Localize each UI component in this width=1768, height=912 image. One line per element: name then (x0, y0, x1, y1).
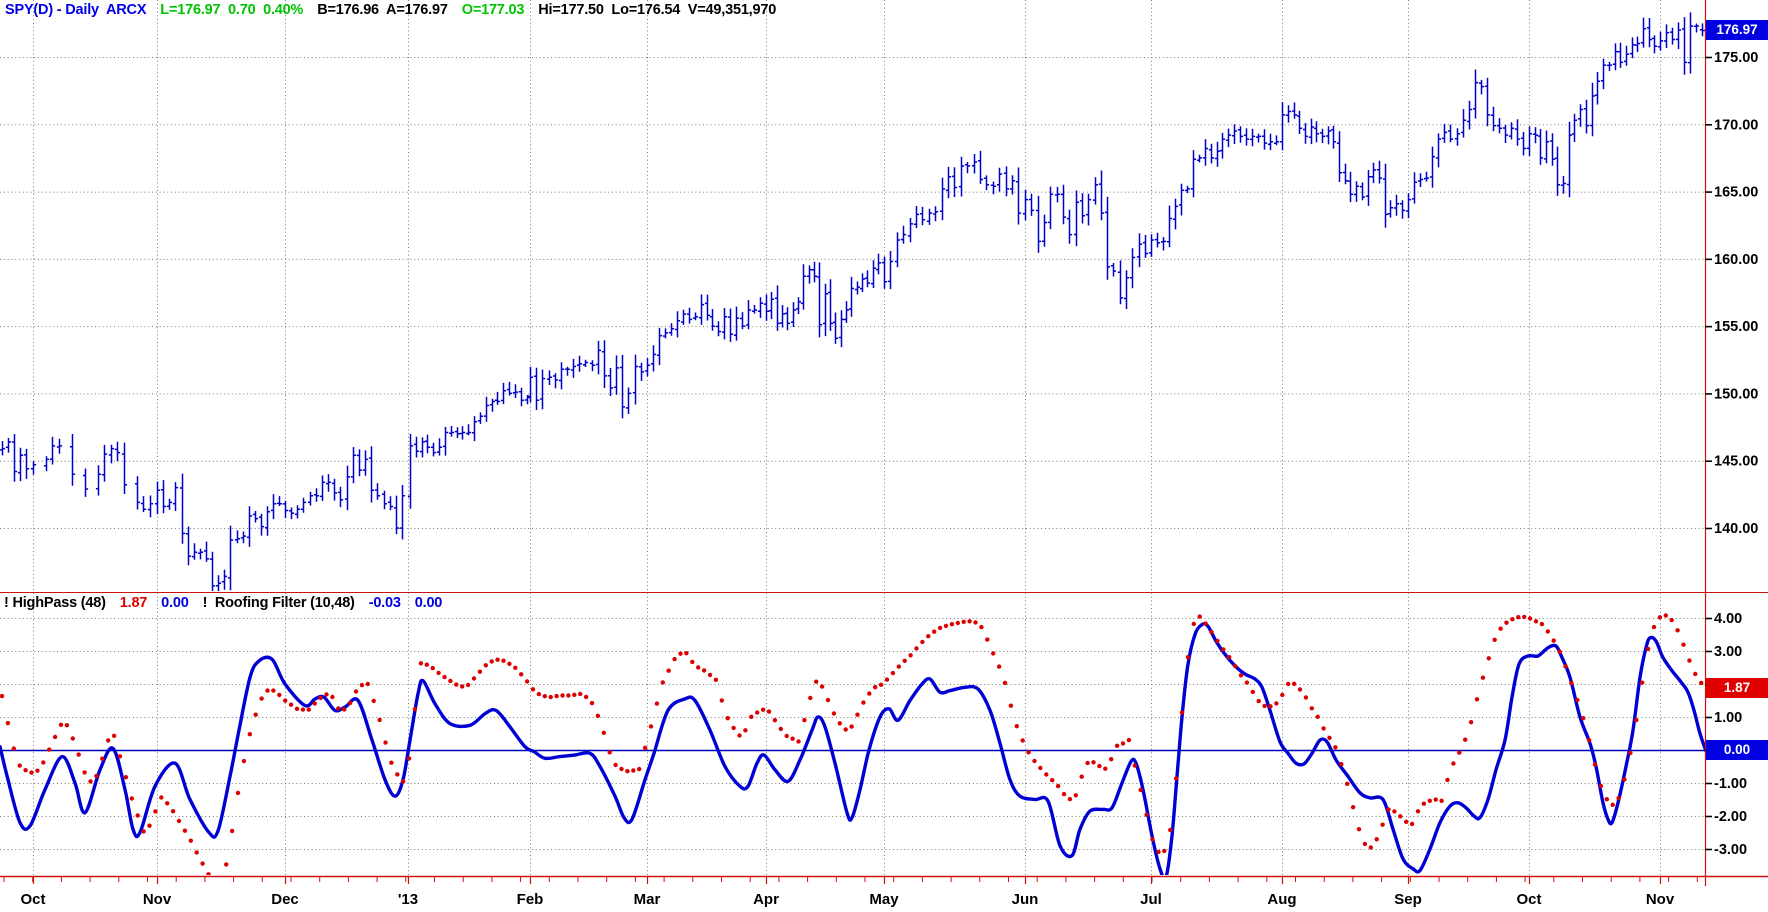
price-axis-tick: 165.00 (1714, 185, 1758, 201)
header-field: Hi=177.50 Lo=176.54 V=49,351,970 (538, 2, 777, 18)
gridlines (0, 0, 1705, 876)
price-axis-tick: 160.00 (1714, 252, 1758, 268)
indicator-header-field: ! Roofing Filter (10,48) (202, 595, 355, 611)
header-field: SPY(D) - Daily ARCX (5, 2, 147, 18)
x-axis: Oct Nov Dec '13 Feb Mar Apr May Jun Jul Aug Sep Oct N… (3, 876, 1698, 908)
month-label: Nov (143, 891, 172, 908)
month-label: Oct (20, 891, 45, 908)
price-axis: 175.00 170.00 165.00 160.00 155.00 150.00 145.… (1705, 50, 1758, 537)
indicator-axis: 4.003.002.001.000.00-1.00-2.00-3.00 (1705, 611, 1747, 858)
indicator-chart-panel[interactable] (0, 613, 1706, 882)
indicator-header-field: 0.00 (161, 595, 189, 611)
price-axis-tick: 140.00 (1714, 521, 1758, 537)
price-axis-tick: 175.00 (1714, 50, 1758, 66)
indicator-axis-tick: 1.00 (1714, 710, 1742, 726)
price-axis-tick: 170.00 (1714, 117, 1758, 133)
indicator-header-field: 0.00 (414, 595, 443, 611)
ohlc-bars (0, 12, 1705, 591)
roofing-zero-badge: 0.00 (1706, 740, 1768, 760)
month-label: May (869, 891, 899, 908)
price-axis-tick: 150.00 (1714, 386, 1758, 402)
indicator-axis-tick: -3.00 (1714, 842, 1747, 858)
header-field: B=176.96 A=176.97 (317, 2, 448, 18)
header-field: L=176.97 0.70 0.40% (160, 2, 304, 18)
header-field: O=177.03 (461, 2, 525, 18)
month-label: Nov (1646, 891, 1675, 908)
highpass-dots (0, 613, 1704, 875)
month-label: Aug (1267, 891, 1296, 908)
indicator-header-field: ! HighPass (48) (4, 595, 106, 611)
indicator-axis-tick: -2.00 (1714, 809, 1747, 825)
price-chart-panel[interactable] (0, 12, 1705, 593)
roofing-filter-line (0, 622, 1705, 875)
month-label: Oct (1516, 891, 1541, 908)
month-label: Mar (634, 891, 661, 908)
indicator-header-field: 1.87 (119, 595, 148, 611)
price-axis-tick: 155.00 (1714, 319, 1758, 335)
indicator-header: ! HighPass (48) 1.87 0.00 ! Roofing Filter … (4, 595, 456, 611)
price-axis-tick: 145.00 (1714, 454, 1758, 470)
month-label: Jun (1012, 891, 1039, 908)
indicator-header-field: -0.03 (368, 595, 401, 611)
indicator-axis-tick: 4.00 (1714, 611, 1742, 627)
month-label: Jul (1140, 891, 1162, 908)
month-label: Apr (753, 891, 779, 908)
month-label: Sep (1394, 891, 1422, 908)
price-chart-header: SPY(D) - Daily ARCX L=176.97 0.70 0.40% B=… (5, 2, 790, 18)
month-label: Feb (517, 891, 544, 908)
month-label: '13 (398, 891, 418, 908)
indicator-axis-tick: 3.00 (1714, 644, 1742, 660)
last-price-badge: 176.97 (1706, 20, 1768, 40)
month-label: Dec (271, 891, 299, 908)
indicator-axis-tick: -1.00 (1714, 776, 1747, 792)
highpass-value-badge: 1.87 (1706, 678, 1768, 698)
